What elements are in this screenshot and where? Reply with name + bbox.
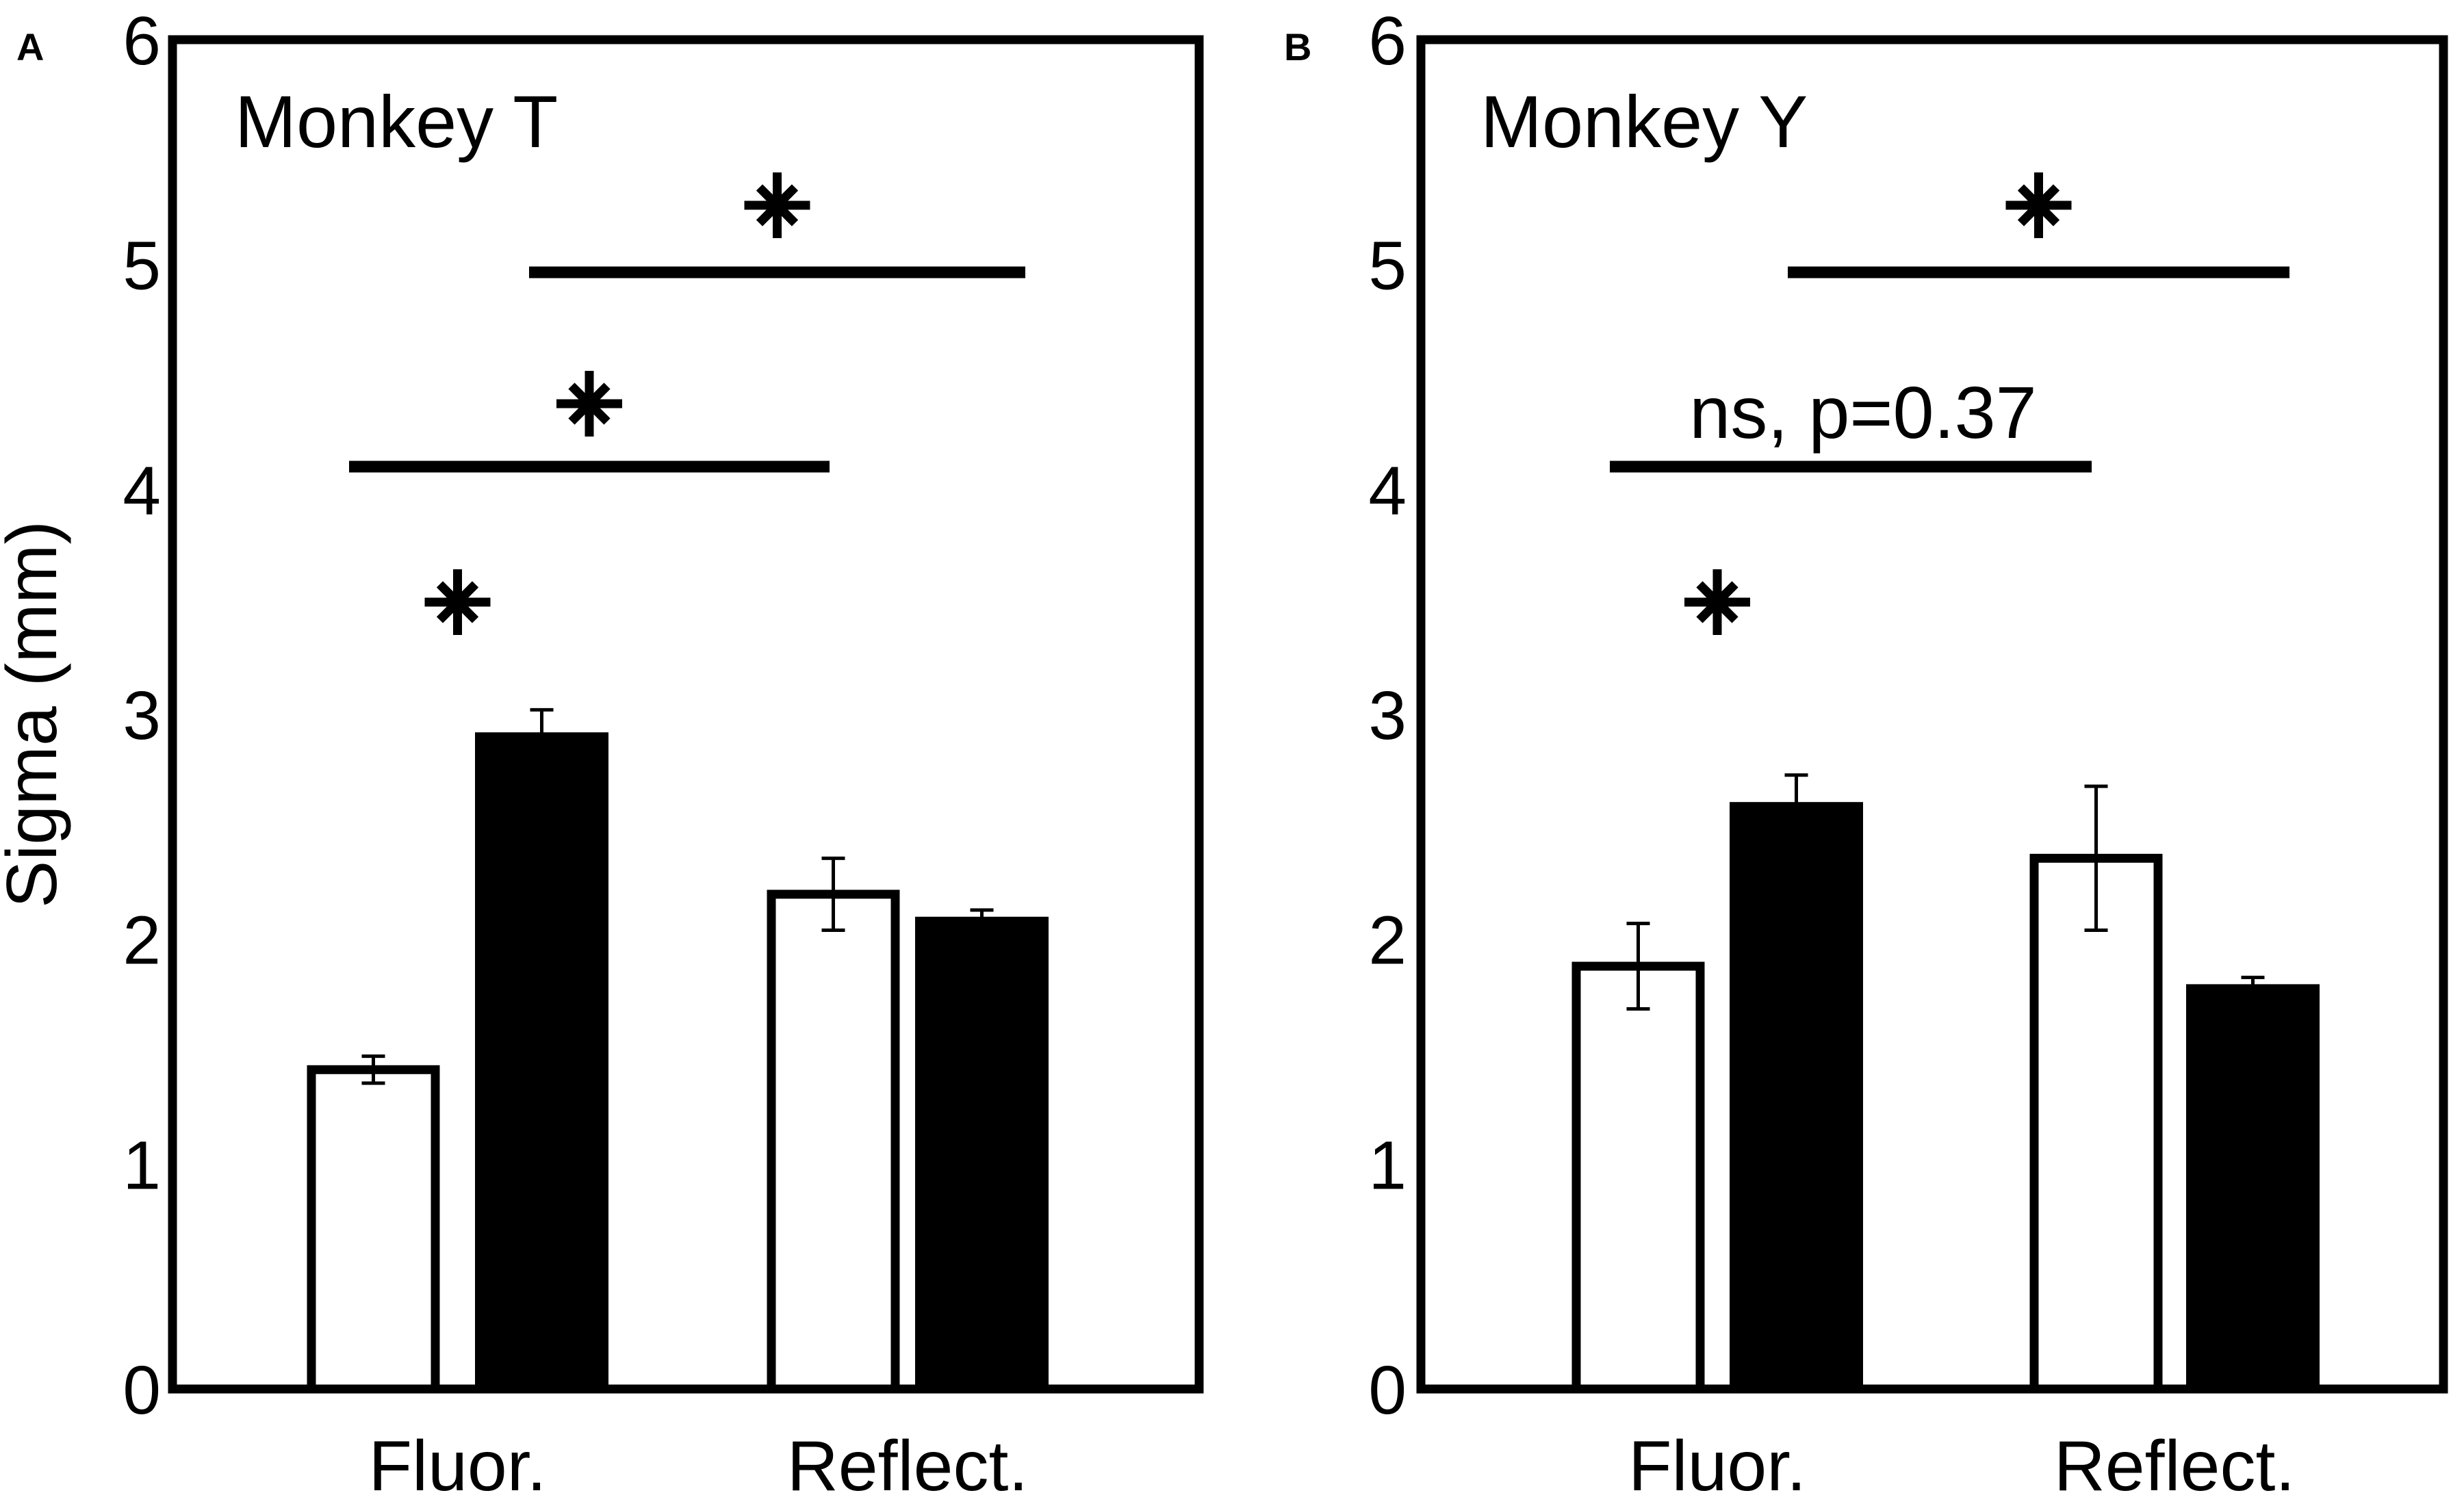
significance-asterisk xyxy=(1684,569,1750,635)
panel-title: Monkey T xyxy=(235,80,558,163)
error-bar xyxy=(530,707,554,757)
error-bar xyxy=(970,908,994,926)
asterisk-stroke xyxy=(1696,581,1738,623)
asterisk-stroke xyxy=(756,184,799,226)
y-tick-label: 5 xyxy=(1368,228,1407,304)
y-tick-label: 6 xyxy=(1368,3,1407,79)
error-bar xyxy=(1626,922,1650,1011)
significance-asterisk xyxy=(556,371,622,437)
asterisk-stroke xyxy=(2017,184,2060,226)
asterisk-stroke xyxy=(436,581,479,623)
significance-asterisk xyxy=(2005,172,2072,238)
panel-letter: A xyxy=(16,25,44,68)
y-tick-label: 4 xyxy=(123,452,161,529)
error-bar xyxy=(821,856,845,933)
bar-black-1 xyxy=(915,916,1049,1389)
y-tick-label: 0 xyxy=(1368,1352,1407,1429)
panel-letter: B xyxy=(1284,25,1311,68)
error-bar xyxy=(2084,784,2108,933)
comparison-label: ns, p=0.37 xyxy=(1689,371,2036,454)
bar-black-0 xyxy=(1730,802,1863,1389)
panel-a: A 0 1 2 3 4 5 6 Sigma (mm) Monkey T Fluor. Reflect. xyxy=(0,3,1204,1493)
bar-white-0 xyxy=(307,1065,440,1394)
error-bar xyxy=(361,1054,385,1085)
y-tick-label: 1 xyxy=(123,1127,161,1204)
y-tick-label: 3 xyxy=(123,677,161,754)
y-tick-label: 5 xyxy=(123,228,161,304)
y-tick-label: 2 xyxy=(123,903,161,979)
x-category-label: Reflect. xyxy=(2054,1427,2296,1493)
error-bar xyxy=(2241,976,2265,993)
plot-frame xyxy=(168,35,1204,1394)
bar-white-0 xyxy=(1571,961,1705,1394)
plot-frame xyxy=(1416,35,2448,1394)
significance-asterisk xyxy=(424,569,491,635)
x-category-label: Fluor. xyxy=(368,1427,546,1493)
y-axis-label: Sigma (mm) xyxy=(0,521,72,908)
x-category-label: Fluor. xyxy=(1628,1427,1806,1493)
y-tick-label: 4 xyxy=(1368,452,1407,529)
y-tick-label: 1 xyxy=(1368,1127,1407,1204)
asterisk-stroke xyxy=(568,382,611,425)
bar-black-1 xyxy=(2186,984,2320,1389)
panel-title: Monkey Y xyxy=(1480,80,1808,163)
bar-white-1 xyxy=(767,890,900,1394)
y-tick-label: 0 xyxy=(123,1352,161,1429)
y-tick-label: 6 xyxy=(123,3,161,79)
y-tick-label: 2 xyxy=(1368,903,1407,979)
y-tick-label: 3 xyxy=(1368,677,1407,754)
error-bar xyxy=(1784,773,1808,831)
x-category-label: Reflect. xyxy=(787,1427,1029,1493)
bar-black-0 xyxy=(475,732,608,1389)
significance-asterisk xyxy=(744,172,810,238)
bar-white-1 xyxy=(2029,853,2163,1394)
panel-b: B 0 1 2 3 4 5 6 Monkey Y Fluor. Reflect. ns, p=0.37 xyxy=(1284,3,2448,1493)
